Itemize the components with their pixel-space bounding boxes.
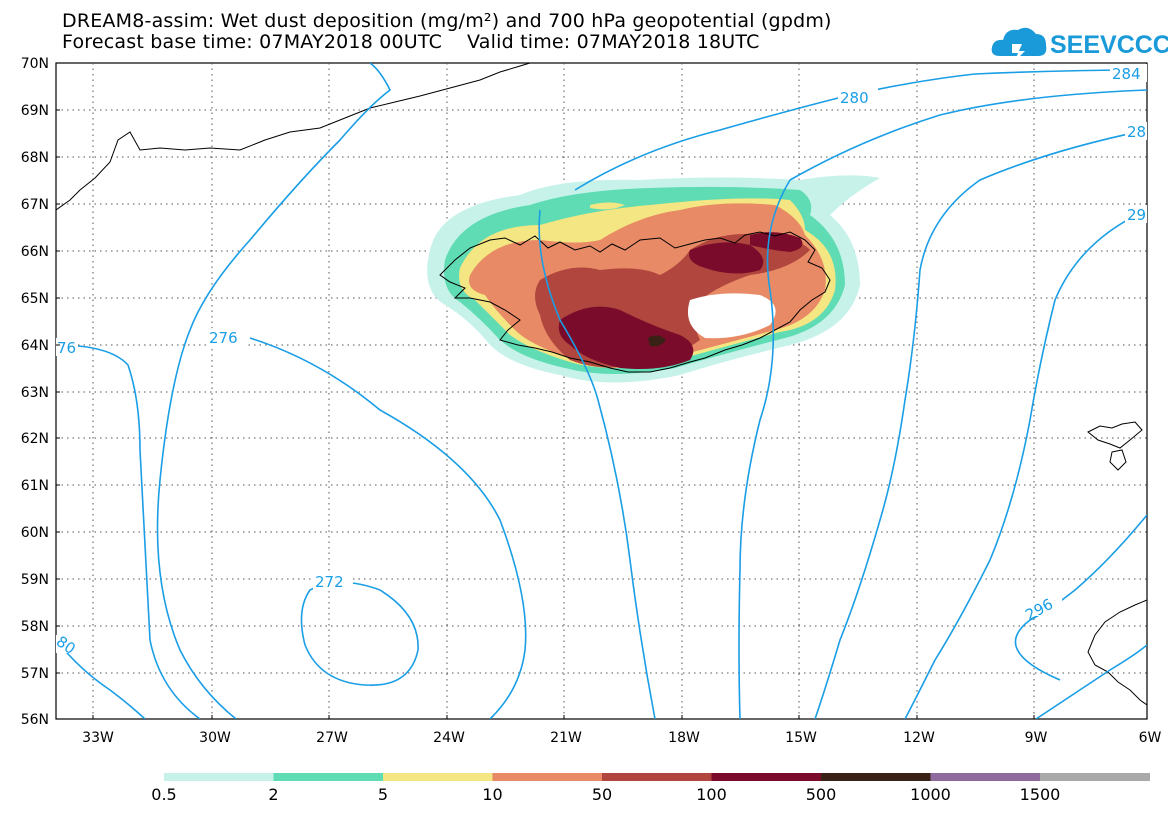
contour-292: [904, 209, 1147, 719]
contour-272: [300, 581, 419, 686]
lon-label: 24W: [433, 730, 465, 746]
lon-label: 9W: [1025, 730, 1048, 746]
contour-288: [814, 129, 1147, 719]
scotland-coastline: [1087, 599, 1147, 706]
cloud-icon: [991, 27, 1047, 61]
iceland-coastline: [439, 231, 831, 373]
lon-label: 6W: [1139, 730, 1162, 746]
lat-label: 67N: [21, 197, 49, 213]
lat-label: 61N: [21, 478, 49, 494]
lon-label: 12W: [903, 730, 935, 746]
contour-label-280: 280: [840, 89, 869, 107]
contour-276: [56, 63, 527, 719]
latitude-labels: 70N 69N 68N 67N 66N 65N 64N 63N 62N 61N …: [21, 56, 49, 728]
geopotential-contours: [56, 63, 1147, 719]
longitude-labels: 33W 30W 27W 24W 21W 18W 15W 12W 9W 6W: [82, 730, 1161, 746]
lat-label: 57N: [21, 666, 49, 682]
lat-label: 58N: [21, 619, 49, 635]
lat-label: 63N: [21, 385, 49, 401]
lon-label: 21W: [550, 730, 582, 746]
contour-label-288: 28: [1127, 123, 1146, 141]
lat-label: 59N: [21, 572, 49, 588]
forecast-time-line: Forecast base time: 07MAY2018 00UTC Vali…: [62, 31, 760, 53]
map-frame: [55, 62, 1148, 720]
lat-label: 69N: [21, 103, 49, 119]
contour-labels: 280 284 28 29 276 76 272 296 80: [56, 64, 1147, 658]
lon-label: 33W: [82, 730, 114, 746]
greenland-coastline: [56, 63, 531, 211]
lat-label: 56N: [21, 712, 49, 728]
lat-label: 66N: [21, 244, 49, 260]
lat-label: 64N: [21, 338, 49, 354]
seevccc-logo: SEEVCCC: [991, 27, 1168, 61]
logo-text: SEEVCCC: [1050, 31, 1168, 59]
contour-284: [738, 89, 1147, 719]
lon-label: 15W: [785, 730, 817, 746]
lat-label: 62N: [21, 431, 49, 447]
lon-label: 27W: [316, 730, 348, 746]
coastlines: [56, 63, 1147, 706]
lat-label: 70N: [21, 56, 49, 72]
lat-label: 60N: [21, 525, 49, 541]
base-time-text: Forecast base time: 07MAY2018 00UTC: [62, 31, 443, 53]
lat-label: 65N: [21, 291, 49, 307]
dust-deposition-field: [427, 175, 880, 383]
contour-label-272: 272: [315, 573, 344, 591]
axis-ticks: [56, 109, 1035, 719]
faroe-coastline: [1087, 421, 1143, 471]
contour-label-276-edge: 76: [57, 339, 76, 357]
lon-label: 18W: [668, 730, 700, 746]
contour-label-292: 29: [1127, 206, 1146, 224]
contour-label-276: 276: [209, 329, 238, 347]
chart-title: DREAM8-assim: Wet dust deposition (mg/m²…: [62, 10, 832, 32]
lat-label: 68N: [21, 150, 49, 166]
valid-time-text: Valid time: 07MAY2018 18UTC: [467, 31, 760, 53]
contour-label-284: 284: [1112, 65, 1141, 83]
lon-label: 30W: [199, 730, 231, 746]
